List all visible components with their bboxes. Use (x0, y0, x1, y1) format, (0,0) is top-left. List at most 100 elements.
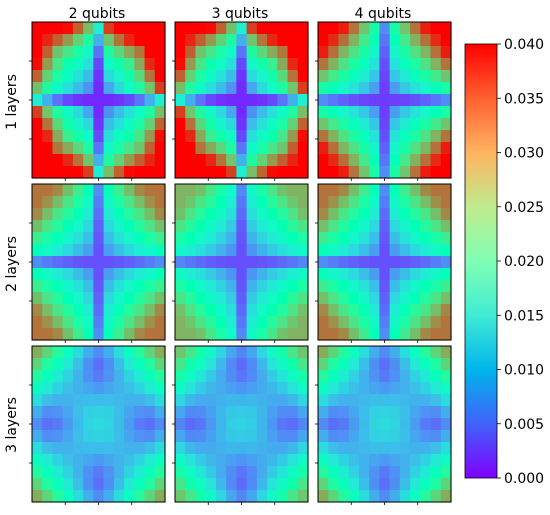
heatmap-cell (430, 466, 442, 479)
heatmap-cell (103, 478, 115, 491)
heatmap-cell (379, 244, 391, 257)
heatmap-cell (52, 244, 64, 257)
heatmap-cell (430, 22, 442, 35)
heatmap-cell (338, 280, 350, 293)
heatmap-cell (246, 106, 258, 119)
heatmap-cell (399, 70, 411, 83)
heatmap-cell (195, 304, 207, 317)
heatmap-cell (440, 466, 452, 479)
heatmap-cell (318, 280, 329, 293)
heatmap-cell (52, 166, 64, 179)
heatmap-cell (72, 118, 84, 131)
heatmap-cell (32, 166, 43, 179)
heatmap-cell (195, 382, 207, 395)
heatmap-cell (113, 22, 125, 35)
heatmap-cell (297, 490, 309, 503)
heatmap-cell (379, 232, 391, 245)
heatmap-cell (144, 454, 156, 467)
heatmap-cell (185, 220, 197, 233)
heatmap-cell (267, 490, 278, 503)
heatmap-cell (236, 292, 248, 305)
heatmap-cell (348, 370, 360, 383)
heatmap-cell (226, 154, 237, 167)
heatmap-cell (103, 22, 115, 35)
heatmap-cell (205, 232, 217, 245)
heatmap-cell (440, 358, 452, 371)
heatmap-cell (215, 430, 227, 443)
heatmap-cell (389, 454, 401, 467)
heatmap-cell (379, 130, 391, 143)
heatmap-cell (348, 142, 360, 155)
heatmap-cell (358, 490, 370, 503)
heatmap-cell (226, 130, 237, 143)
heatmap-cell (236, 142, 248, 155)
heatmap-cell (72, 130, 84, 143)
heatmap-cell (256, 70, 268, 83)
heatmap-cell (338, 208, 350, 221)
heatmap-cell (440, 154, 452, 167)
heatmap-cell (195, 454, 207, 467)
heatmap-cell (277, 280, 289, 293)
heatmap-cell (144, 478, 156, 491)
heatmap-cell (440, 442, 452, 455)
heatmap-cell (52, 358, 64, 371)
heatmap-cell (154, 244, 166, 257)
heatmap-cell (32, 394, 43, 407)
heatmap-cell (246, 346, 258, 359)
heatmap-cell (52, 478, 64, 491)
heatmap-cell (277, 184, 289, 197)
heatmap-cell (154, 292, 166, 305)
heatmap-cell (195, 220, 207, 233)
heatmap-cell (134, 208, 146, 221)
heatmap-cell (215, 58, 227, 71)
heatmap-cell (287, 280, 299, 293)
heatmap-cell (93, 466, 105, 479)
heatmap-cell (420, 292, 432, 305)
heatmap-cell (236, 46, 248, 59)
heatmap-cell (93, 58, 105, 71)
heatmap-cell (154, 382, 166, 395)
heatmap-cell (144, 232, 156, 245)
heatmap-cell (134, 280, 146, 293)
heatmap-cell (124, 442, 135, 455)
heatmap-cell (185, 34, 197, 47)
heatmap-cell (338, 316, 350, 329)
heatmap-cell (256, 106, 268, 119)
heatmap-cell (348, 454, 360, 467)
heatmap-cell (185, 430, 197, 443)
heatmap-cell (267, 316, 278, 329)
heatmap-cell (93, 142, 105, 155)
heatmap-cell (83, 382, 94, 395)
heatmap-cell (246, 442, 258, 455)
heatmap-cell (62, 142, 74, 155)
heatmap-cell (205, 166, 217, 179)
heatmap-cell (379, 22, 391, 35)
heatmap-cell (205, 184, 217, 197)
heatmap-cell (297, 418, 309, 431)
heatmap-cell (72, 154, 84, 167)
heatmap-cell (93, 454, 105, 467)
heatmap-cell (32, 490, 43, 503)
heatmap-cell (134, 142, 146, 155)
heatmap-cell (42, 478, 54, 491)
heatmap-cell (215, 280, 227, 293)
heatmap-cell (113, 406, 125, 419)
heatmap-cell (399, 196, 411, 209)
heatmap-cell (113, 58, 125, 71)
heatmap-cell (154, 142, 166, 155)
heatmap-cell (226, 454, 237, 467)
heatmap-cell (154, 196, 166, 209)
heatmap-cell (358, 46, 370, 59)
heatmap-cell (440, 106, 452, 119)
heatmap-cell (369, 46, 380, 59)
heatmap-cell (277, 382, 289, 395)
heatmap-cell (215, 442, 227, 455)
heatmap-cell (440, 22, 452, 35)
heatmap-cell (256, 82, 268, 95)
heatmap-cell (144, 490, 156, 503)
heatmap-cell (226, 418, 237, 431)
heatmap-cell (430, 196, 442, 209)
heatmap-cell (144, 382, 156, 395)
heatmap-cell (154, 94, 166, 107)
heatmap-cell (328, 142, 340, 155)
